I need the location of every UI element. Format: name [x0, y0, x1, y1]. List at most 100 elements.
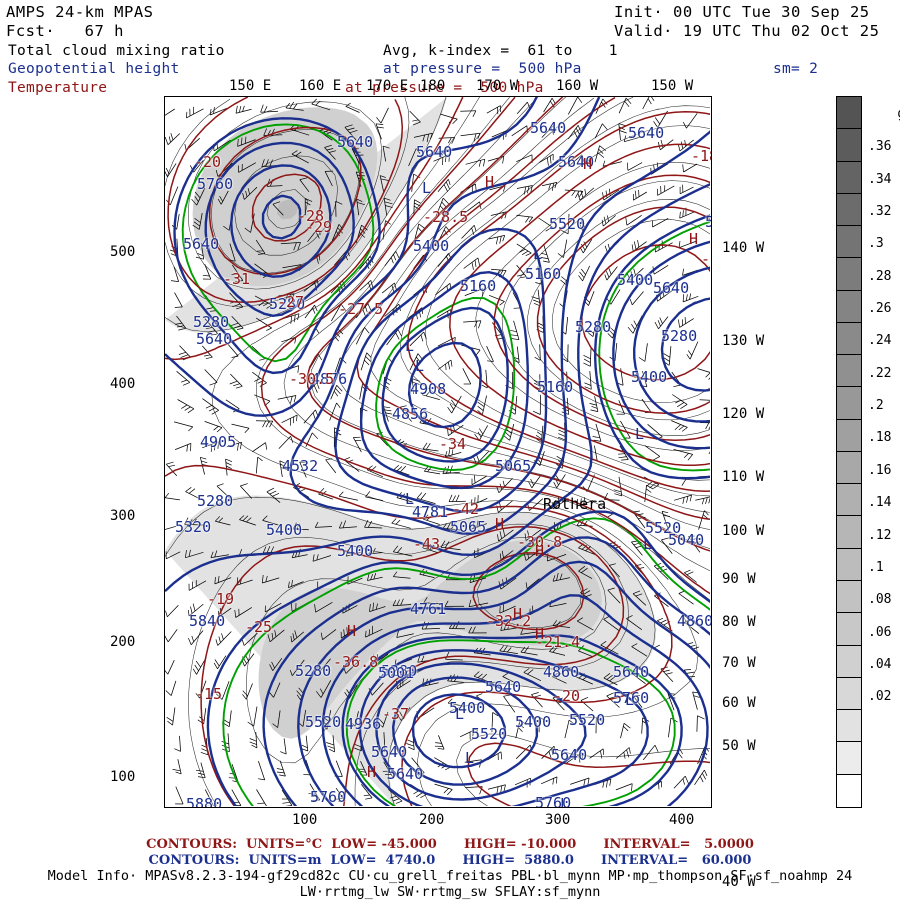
wind-barb-flag: [502, 156, 505, 164]
wind-barb-flag: [217, 441, 219, 449]
wind-barb-flag: [343, 457, 351, 461]
wind-barb-flag: [191, 635, 195, 642]
wind-barb-flag: [242, 690, 248, 697]
wind-barb-shaft: [185, 491, 203, 501]
wind-barb-flag: [174, 748, 181, 752]
wind-barb-shaft: [503, 696, 516, 713]
wind-barb-flag: [443, 184, 449, 192]
height-contour: [593, 214, 710, 480]
wind-barb-shaft: [177, 759, 182, 774]
wind-barb-flag: [603, 216, 607, 224]
wind-barb-shaft: [411, 378, 414, 394]
wind-barb-flag: [188, 426, 194, 432]
wind-barb-shaft: [312, 555, 332, 562]
right-axis-tick-8: 60 W: [722, 695, 756, 711]
colorbar-tick-3: .3: [868, 236, 884, 252]
wind-barb-flag: [578, 754, 581, 763]
wind-barb-shaft: [409, 110, 421, 123]
wind-barb-flag: [637, 240, 640, 248]
wind-barb-flag: [385, 412, 393, 415]
wind-barb-shaft: [615, 747, 630, 759]
wind-barb-shaft: [523, 672, 542, 682]
right-axis-tick-10: 40 W: [722, 874, 756, 890]
wind-barb-flag: [285, 102, 291, 109]
wind-barb-flag: [263, 128, 268, 136]
wind-barb-shaft: [413, 132, 433, 138]
wind-barb-shaft: [396, 497, 413, 503]
wind-barb-flag: [214, 550, 218, 558]
wind-barb-shaft: [629, 267, 644, 281]
left-axis-tick-3: 200: [110, 634, 136, 650]
wind-barb-flag: [335, 797, 344, 800]
wind-barb-shaft: [498, 529, 514, 542]
wind-barb-flag: [571, 190, 576, 196]
wind-barb-flag: [708, 451, 710, 455]
wind-barb-flag: [340, 303, 347, 311]
wind-barb-flag: [367, 303, 372, 311]
wind-barb-shaft: [320, 680, 332, 698]
wind-barb-shaft: [671, 420, 688, 428]
height-contour: [262, 536, 710, 806]
wind-barb-flag: [478, 160, 482, 167]
wind-barb-flag: [468, 626, 473, 634]
wind-barb-flag: [338, 491, 344, 497]
wind-barb-flag: [214, 576, 216, 584]
wind-barb-shaft: [346, 551, 361, 557]
wind-barb-flag: [623, 752, 626, 759]
wind-barb-shaft: [188, 603, 204, 617]
wind-barb-flag: [349, 721, 356, 727]
wind-barb-flag: [524, 646, 529, 653]
wind-barb-flag: [195, 660, 201, 668]
wind-barb-flag: [295, 151, 302, 157]
wind-barb-flag: [237, 327, 244, 330]
bottom-axis-tick-1: 200: [419, 812, 445, 828]
wind-barb-shaft: [240, 485, 253, 499]
wind-barb-shaft: [667, 693, 675, 711]
wind-barb-flag: [167, 720, 173, 726]
wind-barb-shaft: [231, 764, 239, 783]
wind-barb-flag: [633, 320, 638, 327]
wind-barb-shaft: [400, 707, 411, 721]
wind-barb-flag: [326, 148, 334, 151]
wind-barb-flag: [530, 478, 535, 486]
wind-barb-flag: [390, 795, 397, 799]
wind-barb-shaft: [626, 618, 643, 631]
wind-barb-flag: [420, 794, 427, 799]
wind-barb-flag: [608, 268, 612, 275]
map-plot-area[interactable]: 5760564056405640564056405640564055205520…: [164, 96, 712, 808]
wind-barb-flag: [663, 357, 670, 362]
wind-barb-shaft: [409, 353, 419, 371]
wind-barb-flag: [534, 356, 541, 361]
wind-barb-flag: [527, 101, 531, 109]
wind-barb-shaft: [167, 660, 175, 675]
wind-barb-shaft: [365, 496, 384, 502]
wind-barb-flag: [510, 329, 517, 333]
wind-barb-flag: [447, 429, 449, 436]
wind-barb-flag: [205, 405, 212, 409]
wind-barb-flag: [184, 143, 187, 151]
wind-barb-flag: [412, 378, 420, 382]
wind-barb-flag: [200, 456, 207, 460]
wind-barb-flag: [279, 774, 286, 777]
wind-barb-flag: [262, 302, 269, 307]
wind-barb-flag: [181, 404, 188, 409]
wind-barb-flag: [345, 549, 349, 557]
wind-barb-flag: [296, 694, 301, 700]
wind-barb-flag: [204, 354, 211, 357]
colorbar[interactable]: [836, 96, 862, 808]
colorbar-unit-text: g kg: [897, 106, 900, 121]
wind-barb-flag: [561, 276, 568, 282]
wind-barb-flag: [574, 190, 580, 199]
wind-barb-shaft: [170, 680, 177, 696]
coastline: [345, 639, 676, 806]
wind-barb-shaft: [334, 357, 341, 373]
colorbar-cell-11: [837, 451, 861, 485]
wind-barb-shaft: [229, 243, 236, 262]
wind-barb-shaft: [375, 123, 382, 140]
wind-barb-flag: [314, 604, 316, 613]
wind-barb-shaft: [190, 630, 204, 645]
wind-barb-flag: [646, 481, 653, 487]
wind-barb-shaft: [204, 789, 215, 806]
wind-barb-flag: [217, 198, 222, 205]
wind-barb-shaft: [578, 570, 593, 579]
